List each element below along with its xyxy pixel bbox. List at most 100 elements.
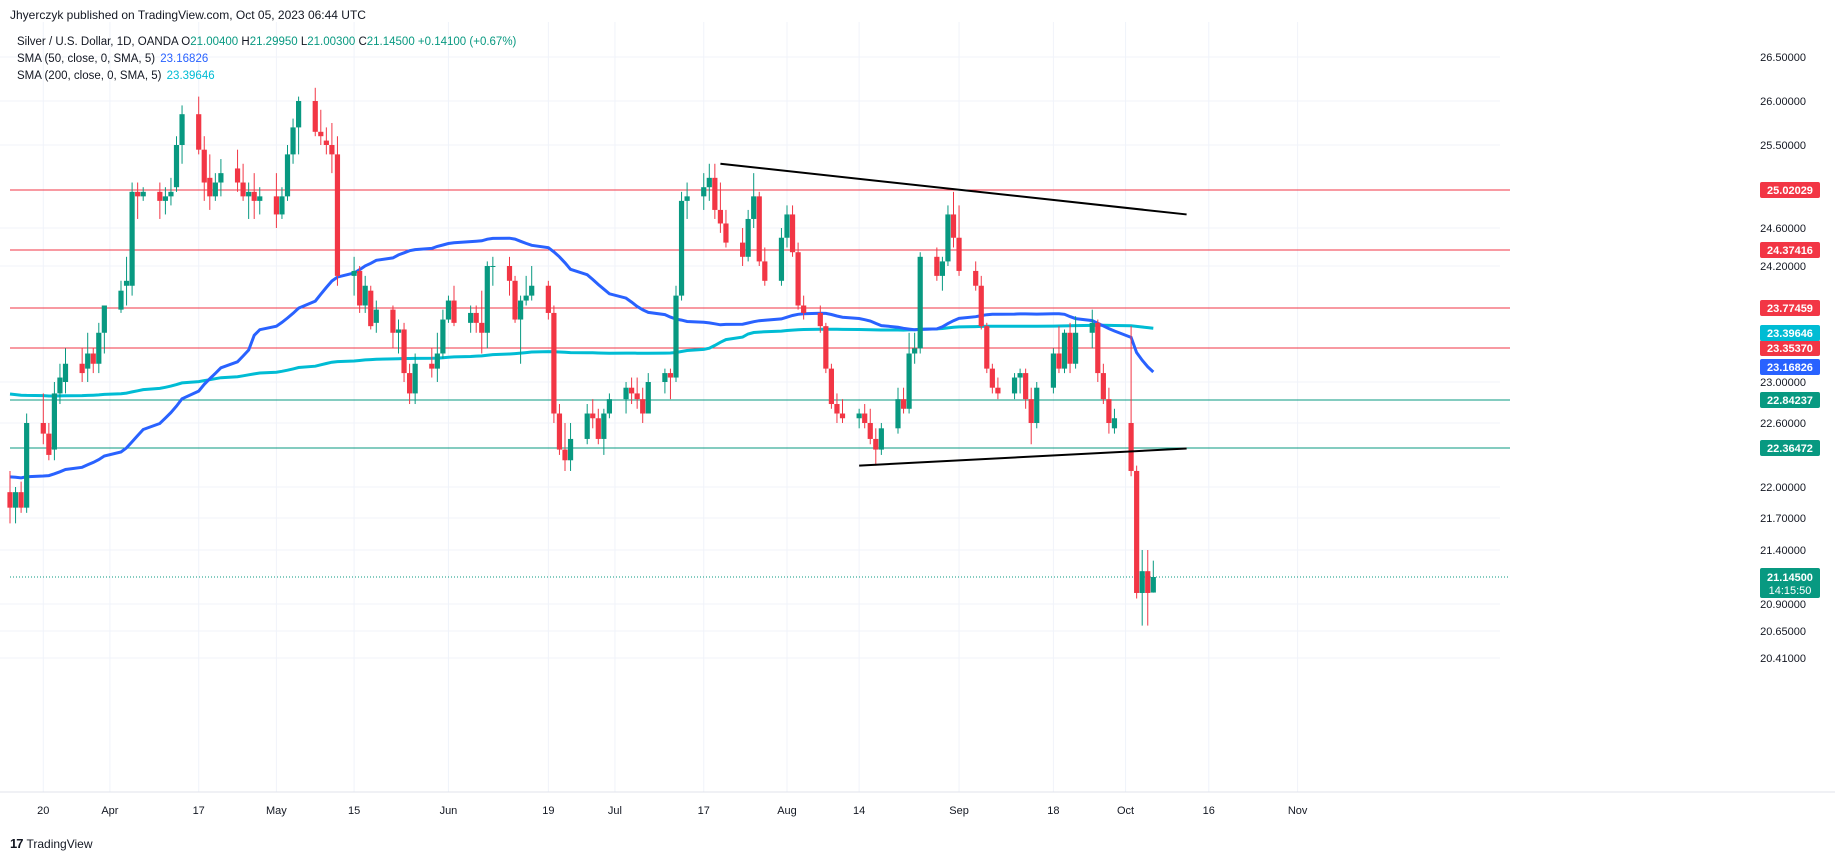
- candle-body: [51, 393, 57, 450]
- candle-body: [1028, 399, 1034, 423]
- candle-2023-07-25: [745, 209, 751, 262]
- candle-2023-05-16: [357, 266, 363, 313]
- candle-2023-04-25: [240, 163, 246, 201]
- candle-body: [756, 196, 762, 262]
- candle-2023-08-09: [828, 363, 834, 409]
- candle-2023-03-22: [51, 382, 57, 461]
- candle-2023-06-29: [601, 408, 607, 455]
- candle-2023-06-08: [484, 261, 490, 349]
- candle-2023-03-27: [79, 348, 85, 382]
- candle-2023-09-28: [1106, 387, 1112, 434]
- candle-2023-07-24: [740, 228, 746, 266]
- candle-2023-08-29: [939, 256, 945, 291]
- candle-body: [201, 149, 207, 183]
- candle-2023-08-02: [789, 205, 796, 257]
- candle-2023-04-11: [162, 187, 168, 215]
- candle-body: [629, 387, 635, 394]
- candle-body: [1089, 322, 1095, 333]
- candle-2023-03-30: [96, 322, 102, 374]
- candle-2023-09-13: [1023, 368, 1029, 409]
- candle-2023-03-28: [85, 332, 91, 382]
- candle-body: [989, 368, 995, 388]
- time-axis[interactable]: 20 Apr 17 May 15 Jun 19 Jul 17 Aug 14 Sep 18 Oct 16 Nov: [0, 791, 1835, 817]
- candle-body: [429, 363, 435, 369]
- candle-2023-08-04: [801, 295, 807, 320]
- candle-2023-10-02: [1128, 326, 1134, 477]
- tradingview-logo-icon: 17: [10, 836, 24, 851]
- candle-body: [900, 399, 907, 409]
- candle-2023-09-05: [978, 275, 984, 330]
- price-tick-label: 26.50000: [1760, 52, 1806, 64]
- candle-body: [512, 280, 518, 320]
- candle-2023-04-20: [212, 173, 218, 201]
- time-tick-label: 17: [193, 805, 205, 817]
- candle-2023-06-30: [606, 393, 612, 419]
- low-label: L: [300, 36, 308, 48]
- trendline-1: [859, 447, 1187, 467]
- candle-body: [945, 214, 951, 262]
- candle-body: [751, 196, 757, 219]
- candle-body: [40, 423, 46, 434]
- candle-body: [173, 145, 180, 188]
- close-value: 21.14500: [366, 36, 415, 48]
- candle-body: [101, 305, 107, 333]
- candle-body: [817, 312, 823, 327]
- candle-2023-07-21: [723, 209, 729, 248]
- price-level-label-3: 23.35370: [1767, 343, 1813, 355]
- brand-footer[interactable]: 17 TradingView: [10, 836, 93, 851]
- moving-averages: [9, 236, 1155, 480]
- candle-2023-05-31: [440, 309, 446, 359]
- candle-body: [18, 492, 24, 508]
- low-value: 21.00300: [307, 36, 356, 48]
- sma200-row[interactable]: SMA (200, close, 0, SMA, 5) 23.39646: [17, 68, 516, 85]
- candle-body: [240, 182, 246, 197]
- candle-2023-08-28: [934, 247, 940, 281]
- price-level-label-0: 25.02029: [1767, 185, 1813, 197]
- candle-body: [279, 196, 285, 215]
- candle-body: [1017, 373, 1023, 378]
- price-tick-label: 20.65000: [1760, 626, 1806, 638]
- brand-name: TradingView: [26, 836, 93, 851]
- candle-2023-09-20: [1061, 329, 1068, 374]
- price-level-label-1-bg: [1760, 242, 1820, 258]
- candle-body: [973, 270, 979, 286]
- price-levels: [10, 189, 1800, 578]
- candle-2023-04-24: [234, 149, 241, 192]
- candle-body: [273, 196, 279, 215]
- candle-body: [606, 399, 612, 414]
- sma50-row[interactable]: SMA (50, close, 0, SMA, 5) 23.16826: [17, 51, 516, 68]
- candle-body: [801, 305, 807, 313]
- candle-2023-09-21: [1067, 322, 1073, 374]
- price-chart[interactable]: 26.50000 26.00000 25.50000 24.60000 24.20000…: [0, 22, 1835, 837]
- candle-2023-05-02: [279, 187, 285, 219]
- candle-2023-07-10: [662, 368, 668, 394]
- candle-2023-03-29: [90, 348, 96, 374]
- candle-body: [57, 377, 63, 394]
- candle-2023-07-03: [623, 382, 629, 414]
- candle-body: [567, 438, 574, 461]
- candle-2023-06-07: [479, 290, 485, 354]
- candle-body: [529, 285, 535, 296]
- candle-2023-04-13: [173, 136, 180, 192]
- candle-body: [950, 214, 957, 238]
- candle-body: [878, 428, 884, 450]
- candle-2023-05-25: [407, 363, 413, 405]
- price-tick-label: 26.00000: [1760, 96, 1806, 108]
- candle-body: [601, 413, 607, 439]
- candle-2023-04-21: [218, 159, 224, 197]
- candle-2023-05-05: [296, 96, 302, 155]
- candle-body: [473, 312, 479, 323]
- candle-body: [479, 322, 485, 333]
- candle-body: [506, 266, 513, 281]
- candle-2023-09-14: [1028, 387, 1034, 445]
- candle-2023-07-12: [673, 285, 679, 382]
- candle-2023-08-18: [878, 423, 884, 455]
- time-tick-label: Nov: [1288, 805, 1308, 817]
- candle-body: [917, 256, 923, 349]
- candle-2023-10-05: [1145, 550, 1151, 626]
- candle-2023-04-06: [135, 182, 141, 219]
- candle-body: [856, 413, 862, 419]
- publish-info: Jhyerczyk published on TradingView.com, …: [10, 8, 366, 22]
- candle-body: [1073, 332, 1079, 364]
- candle-body: [645, 382, 651, 414]
